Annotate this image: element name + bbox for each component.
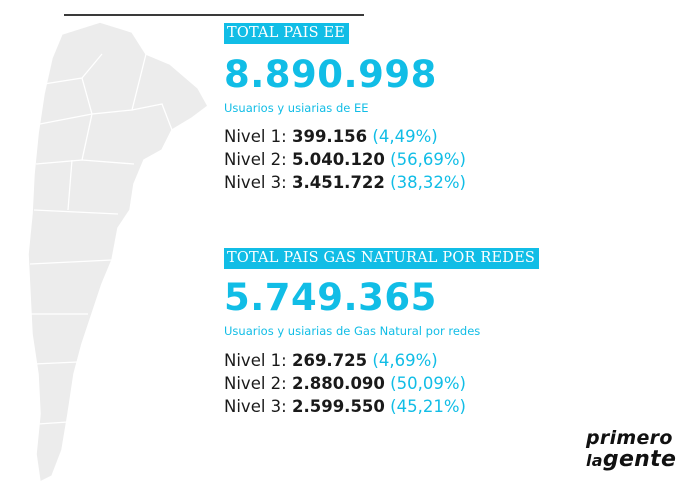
level-value: 2.880.090 bbox=[291, 374, 385, 393]
level-value: 3.451.722 bbox=[291, 173, 385, 192]
gas-total: 5.749.365 bbox=[224, 276, 437, 319]
ee-level-2: Nivel 2: 5.040.120 (56,69%) bbox=[224, 148, 466, 171]
level-value: 399.156 bbox=[291, 127, 368, 146]
logo-la: la bbox=[586, 451, 603, 470]
logo-line-1: primero bbox=[586, 427, 673, 449]
gas-levels: Nivel 1: 269.725 (4,69%) Nivel 2: 2.880.… bbox=[224, 349, 539, 418]
gas-level-1: Nivel 1: 269.725 (4,69%) bbox=[224, 349, 539, 372]
top-divider bbox=[64, 14, 364, 16]
level-value: 269.725 bbox=[291, 351, 368, 370]
gas-section: TOTAL PAIS GAS NATURAL POR REDES 5.749.3… bbox=[224, 247, 540, 418]
level-percent: (56,69%) bbox=[390, 150, 466, 169]
ee-title: TOTAL PAIS EE bbox=[224, 23, 350, 44]
level-percent: (4,49%) bbox=[372, 127, 438, 146]
level-label: Nivel 1: bbox=[224, 127, 287, 146]
level-label: Nivel 1: bbox=[224, 351, 287, 370]
argentina-map-icon bbox=[27, 21, 209, 484]
gas-subtitle: Usuarios y usiarias de Gas Natural por r… bbox=[224, 324, 481, 338]
ee-levels: Nivel 1: 399.156 (4,49%) Nivel 2: 5.040.… bbox=[224, 125, 466, 194]
level-label: Nivel 3: bbox=[224, 173, 287, 192]
level-percent: (45,21%) bbox=[390, 397, 466, 416]
primero-la-gente-logo: primero lagente bbox=[586, 428, 686, 471]
gas-level-3: Nivel 3: 2.599.550 (45,21%) bbox=[224, 395, 539, 418]
ee-section: TOTAL PAIS EE 8.890.998 Usuarios y usiar… bbox=[224, 22, 466, 194]
gas-level-2: Nivel 2: 2.880.090 (50,09%) bbox=[224, 372, 539, 395]
level-label: Nivel 2: bbox=[224, 150, 287, 169]
ee-level-3: Nivel 3: 3.451.722 (38,32%) bbox=[224, 171, 466, 194]
ee-total: 8.890.998 bbox=[224, 53, 437, 96]
ee-subtitle: Usuarios y usiarias de EE bbox=[224, 101, 369, 115]
ee-level-1: Nivel 1: 399.156 (4,49%) bbox=[224, 125, 466, 148]
level-value: 2.599.550 bbox=[291, 397, 385, 416]
level-label: Nivel 3: bbox=[224, 397, 287, 416]
level-label: Nivel 2: bbox=[224, 374, 287, 393]
logo-gente: gente bbox=[602, 447, 677, 472]
level-percent: (38,32%) bbox=[390, 173, 466, 192]
level-percent: (4,69%) bbox=[372, 351, 438, 370]
level-value: 5.040.120 bbox=[291, 150, 385, 169]
level-percent: (50,09%) bbox=[390, 374, 466, 393]
gas-title: TOTAL PAIS GAS NATURAL POR REDES bbox=[224, 248, 540, 269]
logo-line-2: lagente bbox=[586, 449, 686, 471]
